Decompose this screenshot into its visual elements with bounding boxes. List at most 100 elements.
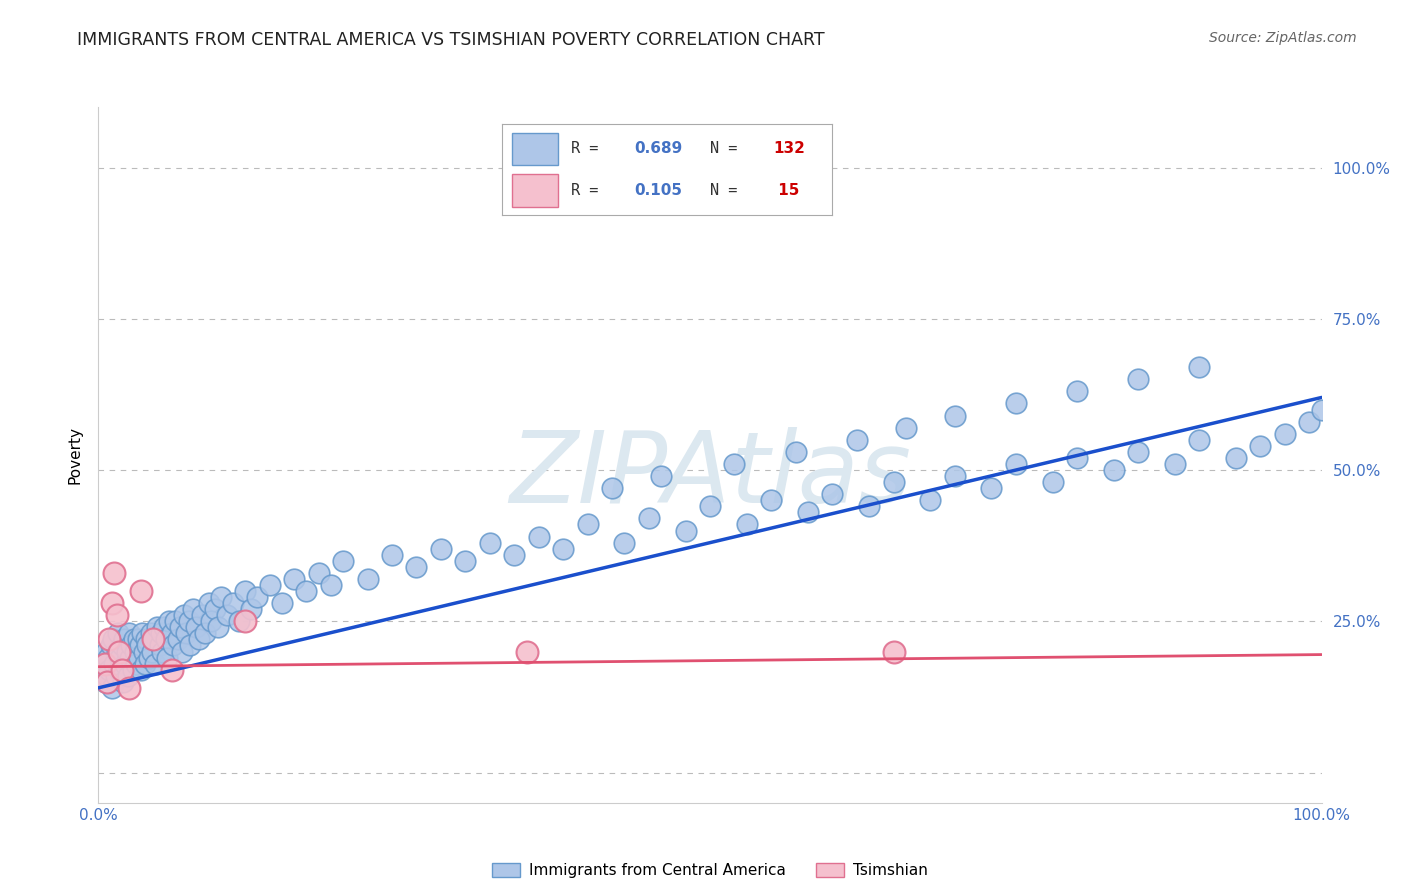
Point — [105, 608, 128, 623]
Point — [1004, 396, 1026, 410]
Point — [821, 487, 844, 501]
Point — [91, 657, 114, 671]
Point — [165, 615, 187, 629]
Point — [120, 639, 142, 653]
Point — [131, 626, 153, 640]
Point — [735, 517, 758, 532]
Point — [104, 669, 127, 683]
Point — [295, 584, 318, 599]
Point — [1164, 457, 1187, 471]
Text: 15: 15 — [773, 183, 799, 198]
Point — [1188, 360, 1211, 375]
Point — [283, 572, 305, 586]
Point — [118, 681, 141, 695]
Point — [233, 615, 256, 629]
Point — [179, 639, 201, 653]
Point — [121, 663, 143, 677]
Point — [233, 584, 256, 599]
Point — [111, 639, 134, 653]
Point — [177, 615, 200, 629]
Point — [108, 663, 131, 677]
Point — [381, 548, 404, 562]
Point — [319, 578, 342, 592]
Point — [176, 626, 198, 640]
Point — [115, 644, 138, 658]
Point — [883, 475, 905, 490]
Point — [96, 674, 118, 689]
Point — [93, 674, 115, 689]
Point — [943, 409, 966, 423]
Point — [117, 669, 139, 683]
Point — [181, 602, 204, 616]
Point — [200, 615, 222, 629]
Point — [194, 626, 217, 640]
Point — [797, 505, 820, 519]
Text: Source: ZipAtlas.com: Source: ZipAtlas.com — [1209, 31, 1357, 45]
Point — [93, 657, 115, 671]
Point — [478, 535, 501, 549]
Point — [118, 626, 141, 640]
Point — [1298, 415, 1320, 429]
Point — [1274, 426, 1296, 441]
Point — [943, 469, 966, 483]
Point — [405, 559, 427, 574]
Point — [308, 566, 330, 580]
Point — [197, 596, 219, 610]
Point — [553, 541, 575, 556]
Point — [1066, 384, 1088, 399]
Point — [1249, 439, 1271, 453]
Point — [153, 620, 176, 634]
Point — [576, 517, 599, 532]
Point — [883, 644, 905, 658]
Point — [222, 596, 245, 610]
Point — [156, 650, 179, 665]
Point — [98, 632, 121, 647]
Point — [207, 620, 229, 634]
FancyBboxPatch shape — [512, 174, 558, 207]
Point — [149, 639, 172, 653]
Point — [527, 530, 550, 544]
Point — [980, 481, 1002, 495]
Point — [157, 615, 180, 629]
Point — [187, 632, 209, 647]
Point — [105, 644, 128, 658]
Text: IMMIGRANTS FROM CENTRAL AMERICA VS TSIMSHIAN POVERTY CORRELATION CHART: IMMIGRANTS FROM CENTRAL AMERICA VS TSIMS… — [77, 31, 825, 49]
FancyBboxPatch shape — [512, 133, 558, 165]
Point — [503, 548, 526, 562]
Point — [638, 511, 661, 525]
Point — [129, 584, 152, 599]
Legend: Immigrants from Central America, Tsimshian: Immigrants from Central America, Tsimshi… — [485, 855, 935, 886]
Y-axis label: Poverty: Poverty — [67, 425, 83, 484]
Point — [143, 657, 166, 671]
Point — [101, 681, 124, 695]
Point — [650, 469, 672, 483]
Point — [97, 650, 120, 665]
Point — [129, 663, 152, 677]
Text: 132: 132 — [773, 141, 804, 156]
Point — [228, 615, 250, 629]
Point — [170, 644, 193, 658]
Point — [125, 657, 148, 671]
Point — [94, 644, 117, 658]
Text: ZIPAtlas: ZIPAtlas — [509, 427, 911, 524]
Text: 0.105: 0.105 — [634, 183, 682, 198]
Point — [430, 541, 453, 556]
Point — [259, 578, 281, 592]
Point — [124, 644, 146, 658]
Point — [122, 632, 145, 647]
Point — [240, 602, 263, 616]
Point — [332, 554, 354, 568]
Point — [204, 602, 226, 616]
Point — [150, 644, 173, 658]
Point — [761, 493, 783, 508]
Point — [136, 639, 159, 653]
Point — [135, 632, 157, 647]
Point — [723, 457, 745, 471]
Point — [112, 632, 135, 647]
Point — [142, 632, 165, 647]
Text: N =: N = — [710, 183, 747, 198]
Point — [111, 663, 134, 677]
Point — [160, 663, 183, 677]
Text: R =: R = — [571, 141, 607, 156]
Point — [1188, 433, 1211, 447]
